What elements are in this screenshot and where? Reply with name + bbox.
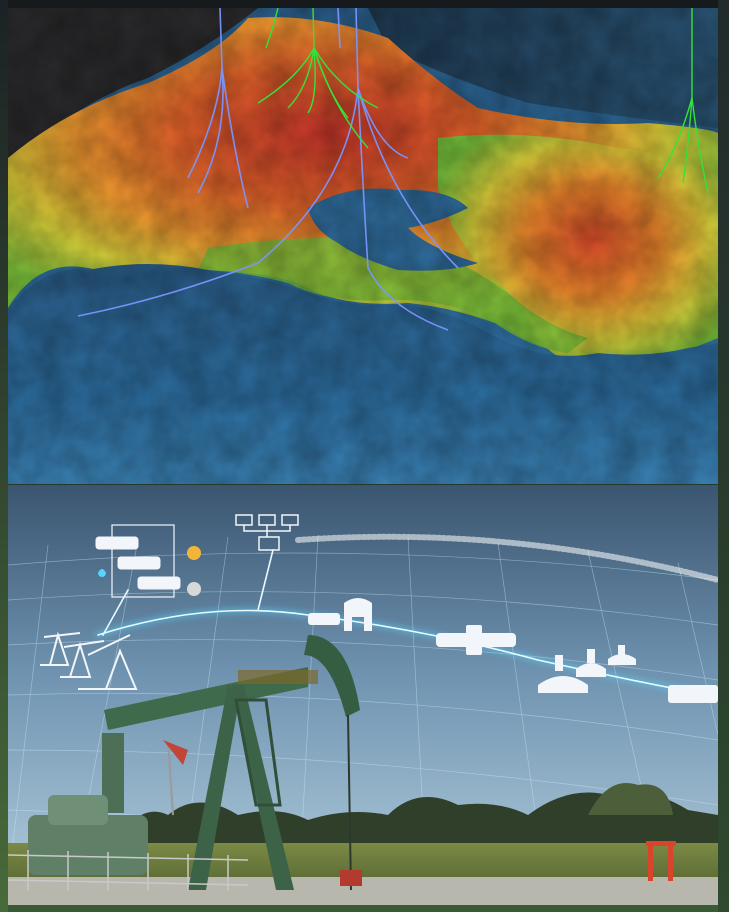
pipeline-valve-icon [436, 625, 516, 655]
terrain-texture [8, 8, 718, 484]
frame-top-border [0, 0, 729, 8]
pumpjack-graphic [8, 485, 718, 905]
terrain-graphic [8, 8, 718, 484]
process-diagram-icon [95, 524, 181, 598]
green-well-paths [257, 8, 709, 194]
network-icon [235, 514, 299, 551]
reservoir-terrain-panel [8, 8, 718, 484]
frame-left-border [0, 0, 8, 912]
pumpjack [28, 635, 362, 891]
water-drop-icon [98, 569, 106, 577]
fire-icon [187, 546, 201, 560]
data-stream-lines [95, 533, 718, 698]
fence [8, 850, 249, 890]
frame-right-border [718, 0, 729, 912]
compressor-icon [308, 598, 372, 631]
pumpjacks-icon [40, 631, 138, 690]
blue-well-paths [77, 8, 459, 331]
gear-icon [187, 582, 201, 596]
pressure-valve-icon [538, 645, 718, 703]
digital-grid [8, 534, 718, 905]
wellhead-marker [646, 841, 676, 881]
tree-right [588, 783, 673, 815]
gravel-pad [8, 877, 718, 905]
pumpjack-digital-panel [8, 485, 718, 905]
